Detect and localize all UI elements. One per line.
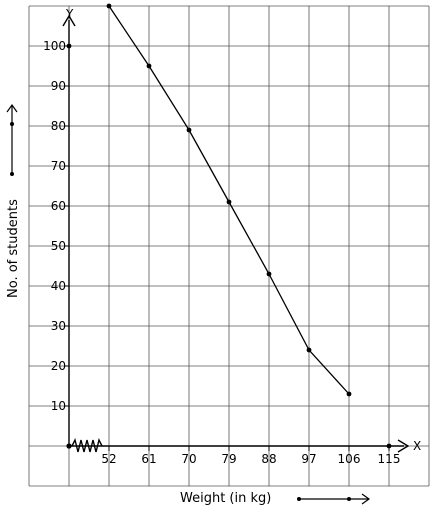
x-end-marker [386,443,392,449]
x-direction-arrowhead [361,493,371,505]
data-point [146,63,152,69]
y-axis: Y [62,7,76,446]
x-direction-dot-end [347,497,351,501]
y-direction-dot-bottom [10,172,14,176]
y-direction-dot-top [10,122,14,126]
x-direction-arrow [297,493,371,505]
y-tick-label: 30 [51,319,66,333]
y-tick-label: 60 [51,199,66,213]
grid [28,5,430,487]
x-tick-label: 115 [378,452,401,466]
data-point [306,347,312,353]
x-axis-label: Weight (in kg) [180,491,271,506]
y-tick-label: 70 [51,159,66,173]
x-axis-arrowhead [397,439,410,453]
x-tick-label: 97 [301,452,316,466]
y-tick-label: 20 [51,359,66,373]
y-axis-name: Y [65,7,74,21]
x-tick-label: 88 [261,452,276,466]
y-tick-label: 100 [43,39,66,53]
y-direction-arrow [6,103,18,176]
x-tick-label: 106 [338,452,361,466]
data-point [346,391,352,397]
y-tick-label: 80 [51,119,66,133]
x-axis: X [66,437,421,453]
y-top-marker [66,43,72,49]
y-axis-label: No. of students [6,199,21,298]
y-axis-arrowhead [62,14,76,27]
y-tick-label: 50 [51,239,66,253]
x-direction-dot-start [297,497,301,501]
x-tick-label: 70 [181,452,196,466]
data-point [186,127,192,133]
x-tick-label: 52 [101,452,116,466]
y-direction-arrowhead [6,103,18,113]
y-tick-label: 10 [51,399,66,413]
x-axis-name: X [413,439,421,453]
data-point [106,3,112,9]
y-tick-label: 90 [51,79,66,93]
y-tick-label: 40 [51,279,66,293]
series-line-group [106,3,352,397]
data-point [226,199,232,205]
x-tick-label: 79 [221,452,236,466]
data-point [266,271,272,277]
x-tick-label: 61 [141,452,156,466]
y-tick-labels: 10 20 30 40 50 60 70 80 90 100 [43,39,72,413]
x-tick-labels: 52 61 70 79 88 97 106 115 [101,443,401,466]
axis-break-zigzag [71,437,103,453]
